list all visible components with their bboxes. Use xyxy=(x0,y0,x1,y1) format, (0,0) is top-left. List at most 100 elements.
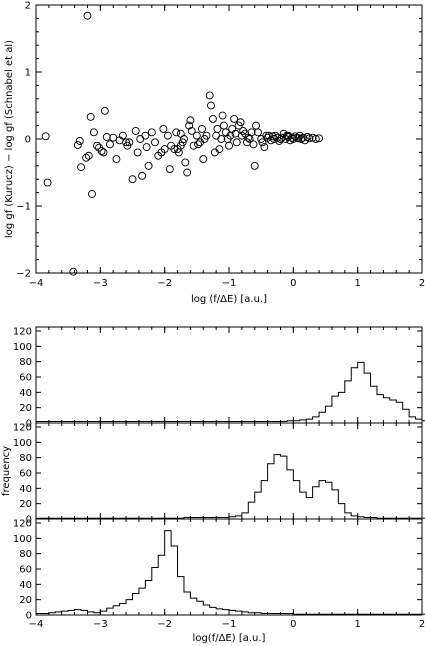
histogram-y-tick-label: 80 xyxy=(19,357,32,368)
scatter-x-tick-label: 1 xyxy=(354,278,360,289)
scatter-point xyxy=(225,141,233,150)
scatter-y-axis-label: log gf (Kurucz) − log gf (Schnabel et al… xyxy=(4,40,15,238)
scatter-point xyxy=(311,135,320,143)
scatter-point xyxy=(84,151,93,160)
histogram-y-tick-label: 120 xyxy=(13,519,32,530)
scatter-point xyxy=(199,155,208,164)
scatter-points xyxy=(41,11,324,276)
histogram-panel-1: 0 20 40 60 80 100 120 xyxy=(13,326,425,430)
scatter-point xyxy=(69,267,78,276)
scatter-x-tick-label: 0 xyxy=(290,278,296,289)
scatter-point xyxy=(205,91,214,100)
scatter-point xyxy=(239,127,248,135)
histogram-x-tick-label: −1 xyxy=(222,619,237,630)
scatter-point xyxy=(159,124,168,133)
scatter-point xyxy=(230,114,239,123)
scatter-point xyxy=(202,131,211,140)
scatter-point xyxy=(165,165,174,174)
histogram-y-tick-label: 100 xyxy=(13,438,32,449)
scatter-x-tick-label: −2 xyxy=(157,278,172,289)
histogram-y-tick-label: 0 xyxy=(26,419,32,430)
scatter-x-tick-label: −3 xyxy=(93,278,108,289)
scatter-point xyxy=(260,143,269,151)
histogram-y-tick-label: 40 xyxy=(19,580,32,591)
scatter-point xyxy=(186,116,195,125)
histogram-x-tick-label: 0 xyxy=(290,619,296,630)
scatter-point xyxy=(138,171,147,180)
scatter-point xyxy=(133,148,142,157)
scatter-point xyxy=(178,138,187,147)
histogram-y-tick-label: 80 xyxy=(19,549,32,560)
histogram-y-tick-label: 0 xyxy=(26,611,32,622)
histogram-panel-2: 0 20 40 60 80 100 120 xyxy=(13,422,425,526)
scatter-x-tick-label: 2 xyxy=(419,278,425,289)
histogram-1-frame xyxy=(35,326,423,424)
scatter-point xyxy=(82,153,91,162)
scatter-point xyxy=(250,161,259,170)
scatter-point xyxy=(41,132,50,141)
scatter-point xyxy=(73,141,82,149)
scatter-point xyxy=(284,131,293,140)
scatter-point xyxy=(293,133,302,142)
histogram-y-tick-label: 40 xyxy=(19,388,32,399)
histogram-3-ticks: 0 20 40 60 80 100 120 −4 −3 −2 −1 0 1 2 xyxy=(13,519,425,631)
scatter-point xyxy=(219,121,228,130)
scatter-point xyxy=(294,134,303,143)
scatter-point xyxy=(147,128,156,137)
scatter-point xyxy=(88,189,96,198)
histogram-1-ticks: 0 20 40 60 80 100 120 xyxy=(13,327,423,430)
scatter-point xyxy=(299,133,307,142)
scatter-point xyxy=(192,131,201,140)
histogram-y-tick-label: 20 xyxy=(19,499,32,510)
scatter-point xyxy=(183,168,192,177)
scatter-point xyxy=(112,155,121,164)
scatter-point xyxy=(236,118,245,127)
histogram-y-axis-label: frequency xyxy=(1,446,12,496)
histogram-2-steps xyxy=(36,454,425,519)
scatter-x-tick-label: −4 xyxy=(29,278,44,289)
scatter-point xyxy=(245,135,254,143)
histogram-y-tick-label: 120 xyxy=(13,327,32,338)
histogram-y-tick-label: 60 xyxy=(19,373,32,384)
scatter-point xyxy=(83,11,92,20)
scatter-point xyxy=(207,101,215,110)
histogram-y-tick-label: 20 xyxy=(19,595,32,606)
scatter-point xyxy=(118,131,127,140)
histogram-2-ticks: 0 20 40 60 80 100 120 xyxy=(13,423,423,526)
scatter-point xyxy=(128,175,137,184)
scatter-point xyxy=(106,140,114,149)
scatter-point xyxy=(232,138,241,147)
histogram-3-steps xyxy=(36,530,425,615)
histogram-x-tick-label: −2 xyxy=(157,619,172,630)
scatter-point xyxy=(258,138,267,147)
scatter-point xyxy=(181,158,190,167)
histogram-3-frame xyxy=(35,518,423,616)
scatter-point xyxy=(218,111,227,120)
scatter-point xyxy=(212,131,221,140)
scatter-point xyxy=(215,145,224,154)
scatter-point xyxy=(315,134,324,143)
scatter-y-tick-label: 2 xyxy=(25,1,31,12)
histogram-x-tick-label: 1 xyxy=(354,619,360,630)
scatter-point xyxy=(122,138,131,147)
histogram-y-tick-label: 60 xyxy=(19,565,32,576)
scatter-point xyxy=(100,106,109,115)
scatter-point xyxy=(151,138,159,147)
histogram-y-tick-label: 80 xyxy=(19,453,32,464)
scatter-y-tick-label: −1 xyxy=(16,202,31,213)
scatter-point xyxy=(131,127,140,135)
scatter-point xyxy=(102,133,111,141)
scatter-point xyxy=(141,131,150,140)
scatter-point xyxy=(144,161,153,170)
scatter-point xyxy=(99,148,108,157)
scatter-point xyxy=(305,134,314,143)
scatter-point xyxy=(189,141,198,150)
scatter-point xyxy=(213,124,222,133)
scatter-ticks: −4 −3 −2 −1 0 1 2 −2 −1 0 1 2 xyxy=(16,1,425,290)
histogram-x-axis-label: log(f/ΔE) [a.u.] xyxy=(193,633,266,644)
histogram-1-steps xyxy=(36,361,425,422)
scatter-y-tick-label: −2 xyxy=(16,269,31,280)
scatter-y-tick-label: 0 xyxy=(25,135,31,146)
scatter-point xyxy=(187,127,196,135)
